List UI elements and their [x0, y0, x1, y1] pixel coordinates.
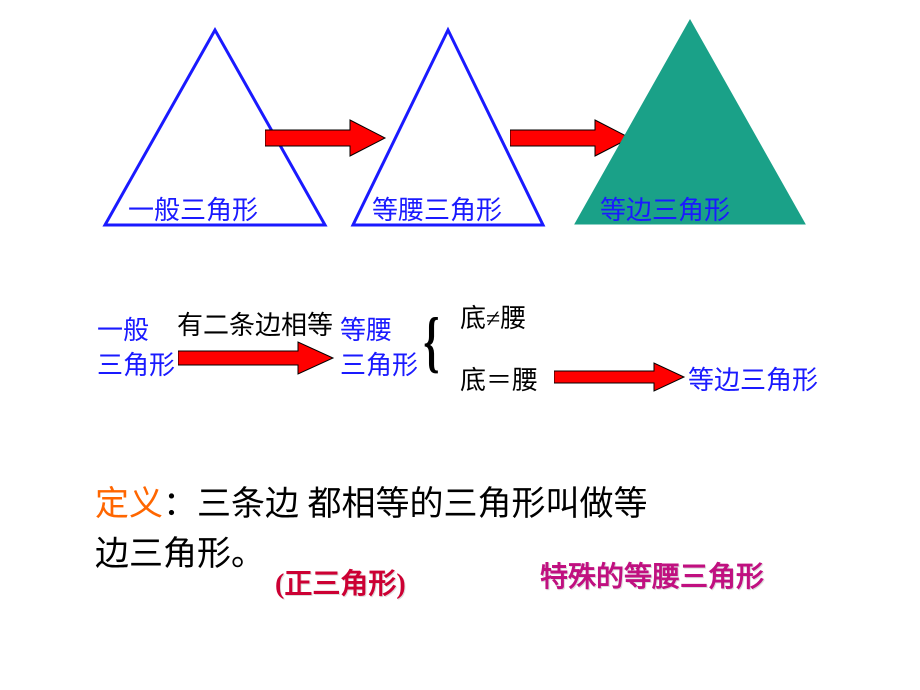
flow-mid-label: 有二条边相等	[177, 305, 333, 342]
definition-colon: ：	[163, 486, 197, 523]
triangle-equilateral-label: 等边三角形	[600, 190, 730, 227]
branch-bottom: 底＝腰	[460, 360, 538, 397]
branch-top: 底≠腰	[460, 298, 526, 335]
flow-right-top: 等腰	[340, 310, 392, 347]
flow-left-top: 一般	[97, 310, 149, 347]
note-regular-triangle: (正三角形)	[275, 562, 406, 602]
flow-left-bottom: 三角形	[97, 345, 175, 382]
bracket-icon: {	[423, 302, 439, 381]
triangle-isosceles-label: 等腰三角形	[372, 190, 502, 227]
definition-text1: 三条边 都相等的三角形叫做等	[197, 486, 648, 523]
arrow-shape	[178, 342, 333, 374]
note-special-isosceles: 特殊的等腰三角形	[540, 555, 764, 595]
diagram-root: 一般三角形 等腰三角形 等边三角形 一般 三角形 有二条边相等 等腰 三角形 {…	[0, 0, 920, 690]
definition-text2: 边三角形。	[95, 536, 265, 573]
definition-line2: 边三角形。	[95, 528, 265, 582]
triangle-general-label: 一般三角形	[128, 190, 258, 227]
arrow-mid	[178, 340, 338, 376]
definition-line1: 定义：三条边 都相等的三角形叫做等	[95, 478, 648, 532]
arrow-shape	[554, 363, 684, 391]
flow-result: 等边三角形	[688, 360, 818, 397]
flow-right-bottom: 三角形	[340, 345, 418, 382]
definition-prefix: 定义	[95, 486, 163, 523]
arrow-last	[554, 360, 689, 394]
